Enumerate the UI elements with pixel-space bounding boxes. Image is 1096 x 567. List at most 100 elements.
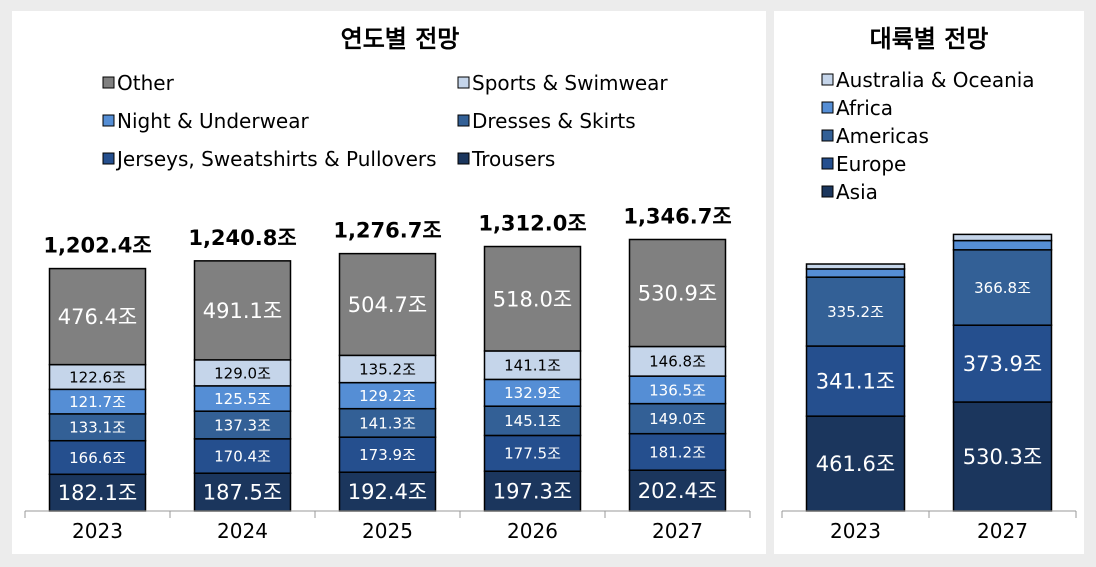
bar-other-2025 <box>338 252 437 357</box>
legend-swatch-night-underwear <box>102 114 115 127</box>
x-tick-label: 2027 <box>977 519 1028 543</box>
data-label-americas: 366.8조 <box>974 279 1031 297</box>
data-label-americas: 335.2조 <box>827 303 884 321</box>
data-label-sports-swimwear: 135.2조 <box>359 360 416 378</box>
bar-sports-swimwear-2026 <box>483 350 582 381</box>
data-label-dresses-skirts: 141.3조 <box>359 414 416 432</box>
bar-sports-swimwear-2027 <box>628 345 727 377</box>
data-label-other: 504.7조 <box>348 293 427 317</box>
continental-outlook-chart: 대륙별 전망 Australia & Oceania Africa Americas… <box>781 25 1077 543</box>
legend-label-africa: Africa <box>836 96 893 120</box>
legend: Other Sports & Swimwear Night & Underwear D… <box>102 71 668 171</box>
total-label: 1,202.4조 <box>43 234 151 258</box>
legend-swatch-jerseys-sweatshirts-pullovers <box>102 152 115 165</box>
legend-label-australia-oceania: Australia & Oceania <box>836 68 1035 92</box>
data-label-jerseys-sweatshirts-pullovers: 177.5조 <box>504 445 561 463</box>
x-tick-label: 2023 <box>72 519 123 543</box>
data-label-other: 530.9조 <box>638 282 717 306</box>
data-label-dresses-skirts: 137.3조 <box>214 416 271 434</box>
legend-label-sports-swimwear: Sports & Swimwear <box>472 71 668 95</box>
legend-label-jerseys-sweatshirts-pullovers: Jerseys, Sweatshirts & Pullovers <box>115 147 437 171</box>
legend-swatch-americas <box>821 129 834 142</box>
bar-africa-2023 <box>805 268 906 278</box>
total-label: 1,346.7조 <box>623 204 731 228</box>
data-label-sports-swimwear: 146.8조 <box>649 353 706 371</box>
total-label: 1,240.8조 <box>188 226 296 250</box>
x-tick-label: 2026 <box>507 519 558 543</box>
chart-title: 대륙별 전망 <box>870 25 989 53</box>
data-label-trousers: 192.4조 <box>348 480 427 504</box>
x-axis: 2023 2027 <box>781 510 1077 543</box>
bar-jerseys-sweatshirts-pullovers-2023 <box>48 439 147 476</box>
legend-swatch-europe <box>821 157 834 170</box>
legend-swatch-australia-oceania <box>821 73 834 86</box>
data-label-night-underwear: 125.5조 <box>214 390 271 408</box>
data-label-trousers: 182.1조 <box>58 481 137 505</box>
data-label-asia: 461.6조 <box>816 452 895 476</box>
x-tick-label: 2027 <box>652 519 703 543</box>
data-label-trousers: 187.5조 <box>203 481 282 505</box>
data-label-asia: 530.3조 <box>963 445 1042 469</box>
x-tick-label: 2023 <box>830 519 881 543</box>
bar-other-2027 <box>628 238 727 348</box>
bar-trousers-2023 <box>48 473 147 512</box>
bar-australia-oceania-2027 <box>952 233 1053 242</box>
data-label-night-underwear: 121.7조 <box>69 393 126 411</box>
data-label-other: 491.1조 <box>203 299 282 323</box>
bar-trousers-2026 <box>483 470 582 512</box>
bar-asia-2027 <box>952 401 1053 512</box>
bar-other-2023 <box>48 267 147 366</box>
x-axis: 2023 2024 2025 2026 2027 <box>24 510 751 543</box>
legend-label-night-underwear: Night & Underwear <box>117 109 309 133</box>
legend-label-europe: Europe <box>836 152 906 176</box>
x-tick-label: 2024 <box>217 519 268 543</box>
bar-dresses-skirts-2024 <box>193 410 292 440</box>
continental-outlook-panel: 대륙별 전망 Australia & Oceania Africa Americas… <box>774 11 1084 554</box>
bar-jerseys-sweatshirts-pullovers-2026 <box>483 434 582 472</box>
legend-label-dresses-skirts: Dresses & Skirts <box>472 109 636 133</box>
legend-swatch-africa <box>821 101 834 114</box>
data-label-dresses-skirts: 133.1조 <box>69 419 126 437</box>
bars: 461.6조 341.1조 335.2조 530.3조 373.9조 366.8조 <box>805 233 1053 512</box>
bar-sports-swimwear-2024 <box>193 359 292 387</box>
data-label-night-underwear: 129.2조 <box>359 387 416 405</box>
yearly-outlook-panel: 연도별 전망 Other Sports & Swimwear Night & Und… <box>12 11 766 554</box>
data-label-other: 518.0조 <box>493 287 572 311</box>
data-label-jerseys-sweatshirts-pullovers: 170.4조 <box>214 447 271 465</box>
chart-title: 연도별 전망 <box>341 25 460 53</box>
legend-label-asia: Asia <box>836 180 878 204</box>
bar-night-underwear-2024 <box>193 385 292 412</box>
data-label-other: 476.4조 <box>58 305 137 329</box>
legend-label-trousers: Trousers <box>471 147 555 171</box>
bar-other-2026 <box>483 245 582 352</box>
data-label-trousers: 202.4조 <box>638 479 717 503</box>
bar-americas-2027 <box>952 249 1053 326</box>
bar-jerseys-sweatshirts-pullovers-2024 <box>193 438 292 474</box>
legend-label-americas: Americas <box>836 124 929 148</box>
legend-swatch-trousers <box>457 152 470 165</box>
x-tick-label: 2025 <box>362 519 413 543</box>
yearly-outlook-chart: 연도별 전망 Other Sports & Swimwear Night & Und… <box>24 25 751 543</box>
total-label: 1,312.0조 <box>478 212 586 236</box>
bar-night-underwear-2027 <box>628 375 727 405</box>
bar-australia-oceania-2023 <box>805 263 906 270</box>
data-label-jerseys-sweatshirts-pullovers: 166.6조 <box>69 449 126 467</box>
data-label-night-underwear: 132.9조 <box>504 384 561 402</box>
bar-night-underwear-2023 <box>48 388 147 415</box>
bar-jerseys-sweatshirts-pullovers-2027 <box>628 432 727 471</box>
bars: 182.1조 166.6조 133.1조 121.7조 122.6조 476.4조 1,20… <box>43 204 732 512</box>
legend-swatch-sports-swimwear <box>457 76 470 89</box>
legend-swatch-asia <box>821 185 834 198</box>
data-label-jerseys-sweatshirts-pullovers: 173.9조 <box>359 446 416 464</box>
legend: Australia & Oceania Africa Americas Europe A… <box>821 68 1035 204</box>
data-label-sports-swimwear: 122.6조 <box>69 368 126 386</box>
data-label-night-underwear: 136.5조 <box>649 381 706 399</box>
data-label-europe: 341.1조 <box>816 370 895 394</box>
bar-sports-swimwear-2025 <box>338 354 437 384</box>
bar-dresses-skirts-2027 <box>628 402 727 435</box>
data-label-trousers: 197.3조 <box>493 480 572 504</box>
bar-night-underwear-2025 <box>338 381 437 410</box>
total-label: 1,276.7조 <box>333 219 441 243</box>
data-label-sports-swimwear: 129.0조 <box>214 364 271 382</box>
data-label-jerseys-sweatshirts-pullovers: 181.2조 <box>649 443 706 461</box>
